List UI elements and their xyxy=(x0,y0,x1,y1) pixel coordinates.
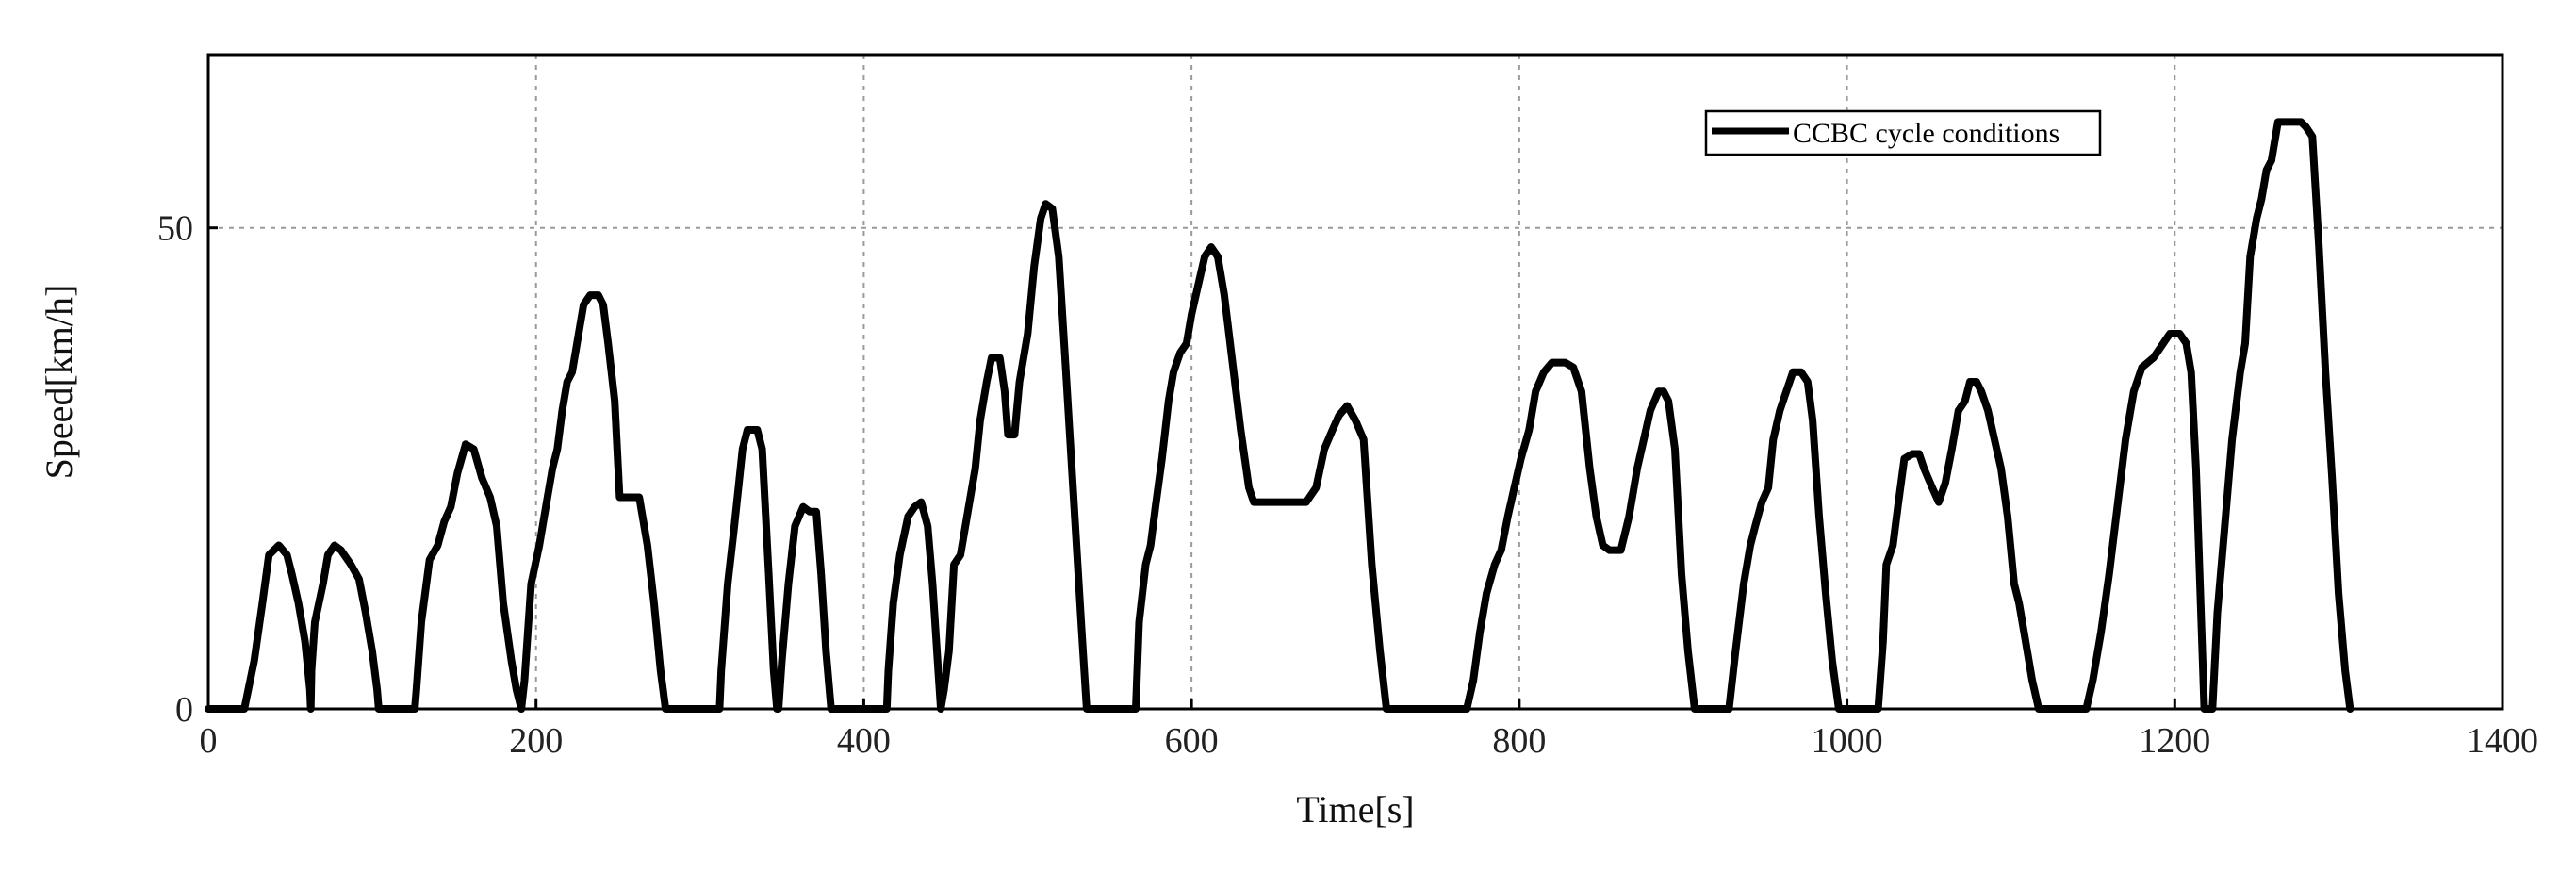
legend-entry-label: CCBC cycle conditions xyxy=(1793,118,2059,149)
x-tick-label: 0 xyxy=(200,721,218,761)
x-axis-label: Time[s] xyxy=(1296,788,1414,831)
series-line-ccbc xyxy=(205,118,2354,713)
y-tick-label: 0 xyxy=(175,690,193,730)
x-tick-label: 800 xyxy=(1492,721,1546,761)
y-tick-label: 50 xyxy=(157,209,193,249)
y-axis-label: Speed[km/h] xyxy=(38,285,80,480)
chart-legend: CCBC cycle conditions xyxy=(1704,109,2102,156)
x-tick-label: 1000 xyxy=(1812,721,1883,761)
chart-grid xyxy=(208,55,2502,709)
x-tick-label: 600 xyxy=(1165,721,1219,761)
x-tick-label: 1200 xyxy=(2139,721,2210,761)
x-tick-label: 1400 xyxy=(2467,721,2538,761)
x-tick-label: 200 xyxy=(509,721,563,761)
axis-ticks: 0 200 400 600 800 1000 1200 1400 0 50 xyxy=(157,209,2538,761)
plot-area-frame xyxy=(206,53,2504,711)
series-layer xyxy=(205,118,2354,713)
x-tick-label: 400 xyxy=(837,721,891,761)
